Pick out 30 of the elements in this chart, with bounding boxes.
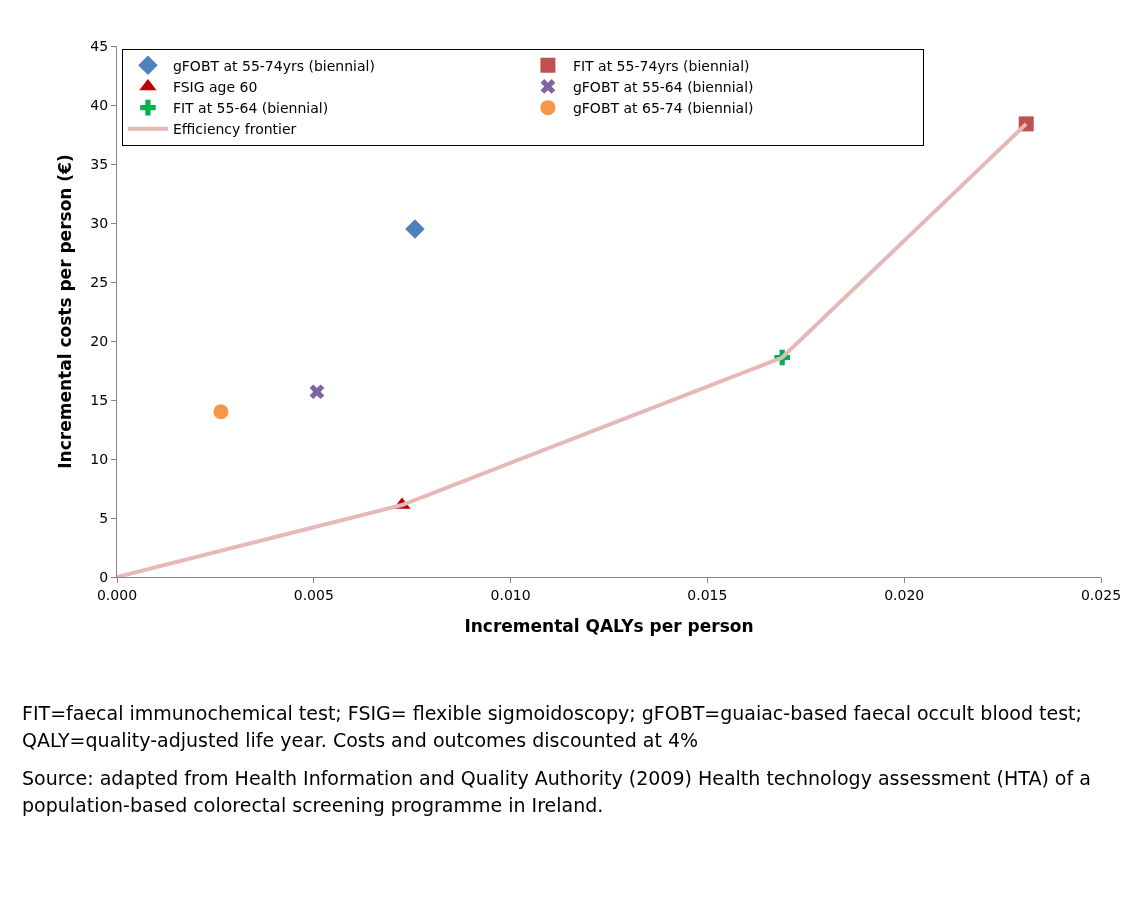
legend-label: Efficiency frontier bbox=[172, 121, 297, 138]
y-tick-label: 25 bbox=[90, 273, 109, 290]
y-tick-label: 40 bbox=[90, 96, 109, 113]
legend-label: gFOBT at 55-64 (biennial) bbox=[572, 78, 754, 95]
text: FIT=faecal immunochemical test; FSIG= flexible sigmoidoscopy; gFOBT=guaiac-based faecal occult blood test; QALY=quality-adjusted life year. Costs and outcomes discounted at 4% bbox=[22, 701, 1083, 753]
x-tick-label: 0.025 bbox=[1080, 586, 1122, 603]
y-tick-label: 35 bbox=[90, 155, 109, 172]
x-tick-label: 0.020 bbox=[884, 586, 925, 603]
x-tick-label: 0.015 bbox=[687, 586, 728, 603]
y-axis-title: Incremental costs per person (€) bbox=[54, 154, 75, 469]
legend-label: FIT at 55-74yrs (biennial) bbox=[572, 57, 750, 74]
source-note: Source: adapted from Health Information and Quality Authority (2009) Health technology assessment (HTA) of a population-based colorectal screening programme in Ireland. bbox=[22, 766, 1092, 818]
y-tick-label: 0 bbox=[99, 568, 109, 585]
legend-label: FSIG age 60 bbox=[172, 78, 258, 95]
point bbox=[309, 384, 325, 400]
x-tick-label: 0.005 bbox=[293, 586, 334, 603]
legend-label: gFOBT at 65-74 (biennial) bbox=[572, 100, 754, 117]
legend-label: gFOBT at 55-74yrs (biennial) bbox=[172, 57, 375, 74]
y-tick-label: 15 bbox=[90, 391, 109, 408]
x-axis-title: Incremental QALYs per person bbox=[464, 616, 754, 637]
y-tick-label: 10 bbox=[90, 450, 109, 467]
x-tick-label: 0.010 bbox=[490, 586, 531, 603]
y-tick-label: 5 bbox=[99, 509, 109, 526]
point bbox=[213, 404, 229, 420]
y-tick-label: 45 bbox=[90, 37, 109, 54]
x-tick-label: 0.000 bbox=[96, 586, 138, 603]
legend-label: FIT at 55-64 (biennial) bbox=[172, 100, 329, 117]
y-tick-label: 30 bbox=[90, 214, 109, 231]
y-tick-label: 20 bbox=[90, 332, 109, 349]
point bbox=[405, 219, 425, 239]
